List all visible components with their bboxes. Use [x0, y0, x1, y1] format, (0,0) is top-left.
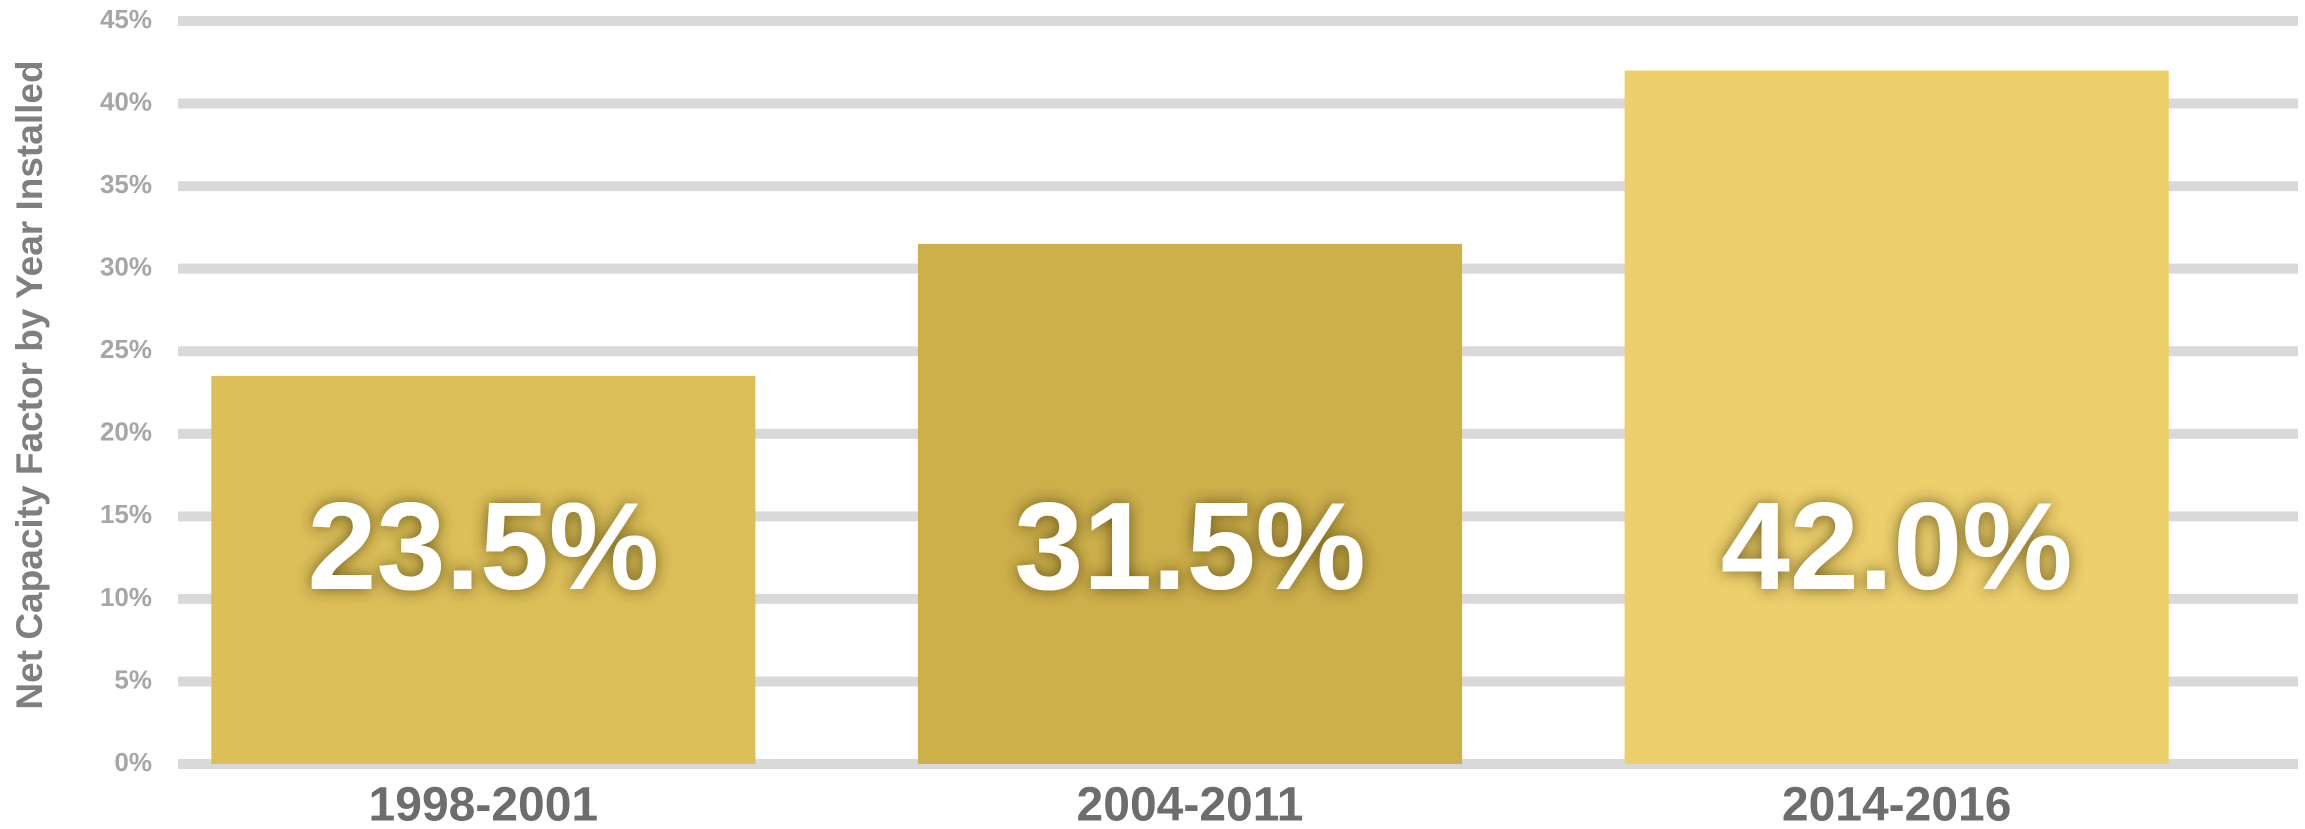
- bar: [211, 375, 756, 764]
- y-tick-label: 5%: [114, 664, 152, 694]
- y-tick-label: 40%: [100, 86, 152, 116]
- y-tick-label: 15%: [100, 499, 152, 529]
- value-label: 31.5%: [1014, 478, 1366, 616]
- x-tick-label: 1998-2001: [369, 779, 599, 829]
- bar: [1624, 70, 2169, 765]
- bar: [917, 243, 1463, 764]
- y-tick-label: 10%: [100, 582, 152, 612]
- y-axis-label: Net Capacity Factor by Year Installed: [9, 60, 50, 709]
- y-tick-label: 30%: [100, 252, 152, 282]
- y-tick-label: 0%: [114, 747, 152, 777]
- y-tick-label: 35%: [100, 169, 152, 199]
- y-tick-label: 25%: [100, 334, 152, 364]
- value-label: 23.5%: [308, 478, 660, 616]
- value-label: 42.0%: [1721, 478, 2073, 616]
- x-tick-label: 2004-2011: [1077, 779, 1304, 829]
- y-tick-label: 20%: [100, 417, 152, 447]
- x-tick-label: 2014-2016: [1782, 779, 2012, 829]
- y-tick-label: 45%: [100, 4, 152, 34]
